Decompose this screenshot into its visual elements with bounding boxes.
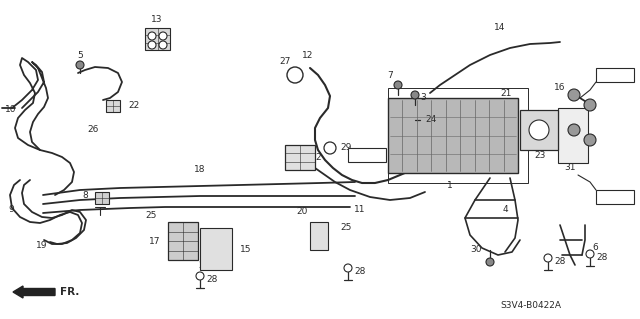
Text: 29: 29 <box>340 144 351 152</box>
Circle shape <box>586 250 594 258</box>
Text: 6: 6 <box>592 243 598 253</box>
Text: 13: 13 <box>151 16 163 25</box>
Circle shape <box>76 61 84 69</box>
Bar <box>145 28 170 50</box>
Bar <box>596 190 634 204</box>
Circle shape <box>159 32 167 40</box>
Text: 17: 17 <box>148 238 160 247</box>
Text: 28: 28 <box>354 268 365 277</box>
Text: 31: 31 <box>564 164 576 173</box>
Text: 18: 18 <box>195 166 205 174</box>
Text: 5: 5 <box>77 50 83 60</box>
Text: B-4-2: B-4-2 <box>600 192 629 202</box>
Text: 12: 12 <box>302 50 314 60</box>
Bar <box>168 222 198 260</box>
Bar <box>106 100 120 112</box>
Circle shape <box>411 91 419 99</box>
Text: 14: 14 <box>494 24 506 33</box>
Circle shape <box>148 41 156 49</box>
Text: 15: 15 <box>240 246 252 255</box>
Circle shape <box>544 254 552 262</box>
Bar <box>520 110 558 150</box>
Text: 1: 1 <box>447 181 453 189</box>
Circle shape <box>196 272 204 280</box>
Text: 9: 9 <box>8 205 13 214</box>
Text: 22: 22 <box>128 101 140 110</box>
Text: S3V4-B0422A: S3V4-B0422A <box>500 300 561 309</box>
Circle shape <box>568 89 580 101</box>
Text: B-3-2: B-3-2 <box>353 150 381 160</box>
Text: 11: 11 <box>355 205 365 214</box>
Text: 4: 4 <box>502 205 508 214</box>
Bar <box>310 222 328 250</box>
Text: 19: 19 <box>36 241 48 249</box>
Circle shape <box>584 99 596 111</box>
FancyArrow shape <box>13 286 55 298</box>
Text: 7: 7 <box>387 70 393 79</box>
Bar <box>348 148 386 162</box>
Text: 21: 21 <box>500 88 511 98</box>
Circle shape <box>344 264 352 272</box>
Text: 26: 26 <box>87 125 99 135</box>
Text: 24: 24 <box>425 115 436 124</box>
Text: B-4-2: B-4-2 <box>600 70 629 80</box>
Circle shape <box>486 258 494 266</box>
Text: 28: 28 <box>206 276 218 285</box>
Circle shape <box>394 81 402 89</box>
Text: 25: 25 <box>198 261 209 270</box>
Text: 27: 27 <box>279 57 291 66</box>
Text: FR.: FR. <box>60 287 79 297</box>
Bar <box>596 68 634 82</box>
Circle shape <box>584 134 596 146</box>
Text: 10: 10 <box>5 106 17 115</box>
Text: 2: 2 <box>315 153 321 162</box>
Bar <box>95 192 109 204</box>
Text: 30: 30 <box>470 246 482 255</box>
Text: 25: 25 <box>340 224 351 233</box>
Bar <box>558 108 588 163</box>
Circle shape <box>287 67 303 83</box>
Text: 3: 3 <box>420 93 426 102</box>
Bar <box>200 228 232 270</box>
Text: 16: 16 <box>554 84 566 93</box>
Circle shape <box>568 124 580 136</box>
Circle shape <box>529 120 549 140</box>
Text: 28: 28 <box>596 254 607 263</box>
Bar <box>388 88 528 183</box>
Text: 23: 23 <box>534 151 546 160</box>
Text: 28: 28 <box>554 257 565 266</box>
Text: 16: 16 <box>554 144 566 152</box>
Circle shape <box>148 32 156 40</box>
Circle shape <box>159 41 167 49</box>
Circle shape <box>324 142 336 154</box>
Text: 8: 8 <box>83 190 88 199</box>
Bar <box>388 98 518 173</box>
Bar <box>285 145 315 170</box>
Text: 25: 25 <box>145 211 156 219</box>
Text: 20: 20 <box>296 207 308 217</box>
